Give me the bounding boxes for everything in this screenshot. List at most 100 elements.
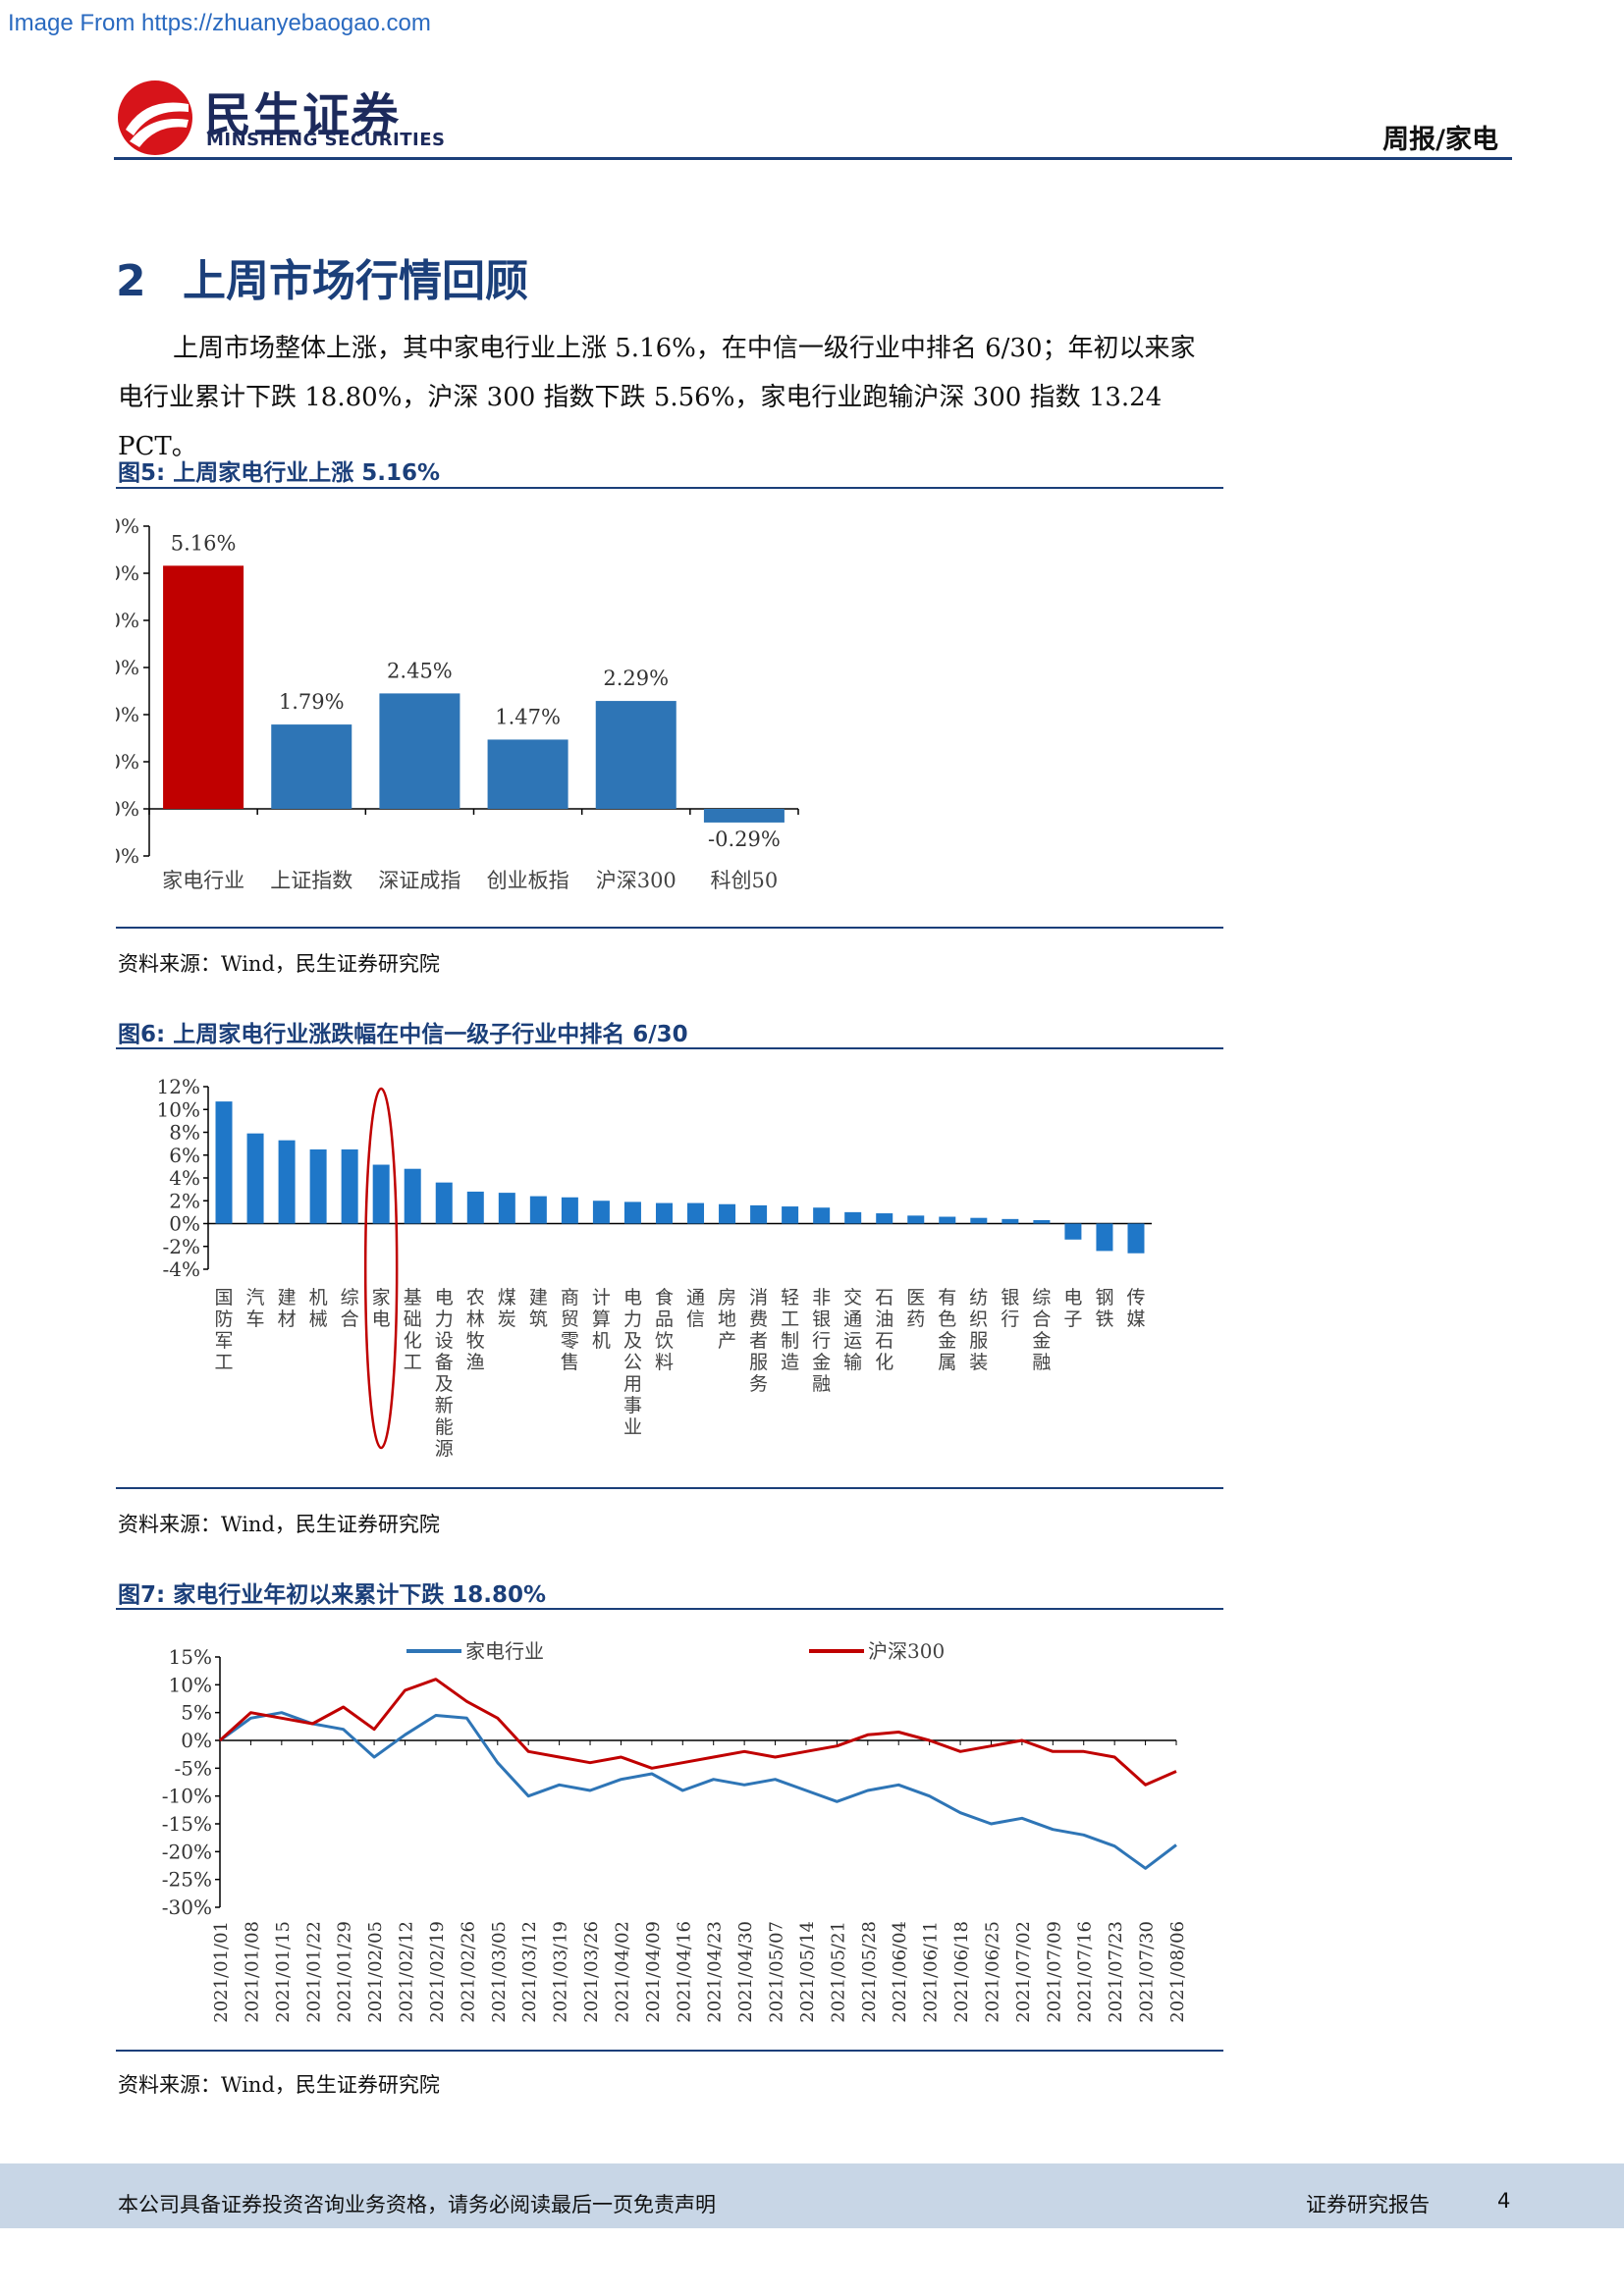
- category-label: 石油石化: [875, 1287, 893, 1373]
- x-tick-label: 2021/01/01: [211, 1921, 232, 2023]
- bar: [844, 1211, 862, 1224]
- y-tick-label: 6.0%: [116, 514, 139, 538]
- category-label: 基础化工: [404, 1287, 422, 1373]
- category-label: 传媒: [1126, 1287, 1145, 1330]
- category-label: 电力及公用事业: [623, 1287, 642, 1438]
- x-tick-label: 2021/01/08: [242, 1921, 262, 2023]
- category-label: 科创50: [711, 869, 779, 892]
- bar: [703, 809, 785, 823]
- x-tick-label: 2021/05/21: [828, 1921, 848, 2023]
- bar: [1033, 1220, 1051, 1224]
- value-label: 5.16%: [171, 531, 237, 555]
- category-label: 医药: [906, 1287, 925, 1330]
- brand-name-cn: 民生证券: [204, 88, 402, 143]
- category-label: 电子: [1063, 1287, 1082, 1330]
- category-label: 交通运输: [843, 1287, 862, 1373]
- x-tick-label: 2021/03/05: [489, 1921, 510, 2023]
- watermark-text: Image From https://zhuanyebaogao.com: [8, 10, 431, 36]
- x-tick-label: 2021/02/26: [458, 1921, 478, 2023]
- bar: [970, 1217, 988, 1224]
- category-label: 综合: [341, 1287, 359, 1330]
- y-tick-label: -20%: [162, 1840, 212, 1863]
- fig6-top-rule: [116, 1047, 1223, 1049]
- x-tick-label: 2021/02/05: [365, 1921, 386, 2023]
- minsheng-logo-icon: [118, 80, 192, 155]
- x-tick-label: 2021/07/02: [1013, 1921, 1034, 2023]
- fig7-source: 资料来源：Wind，民生证券研究院: [118, 2073, 440, 2097]
- bar: [215, 1101, 233, 1224]
- y-tick-label: 0.0%: [116, 797, 139, 821]
- category-label: 创业板指: [487, 869, 569, 892]
- value-label: 1.79%: [279, 690, 345, 714]
- category-label: 上证指数: [270, 869, 352, 892]
- category-label: 银行: [1001, 1287, 1019, 1330]
- fig5-title: 图5: 上周家电行业上涨 5.16%: [118, 460, 441, 486]
- paragraph-line-2: 电行业累计下跌 18.80%，沪深 300 指数下跌 5.56%，家电行业跑输沪…: [118, 383, 1163, 461]
- fig7-bottom-rule: [116, 2050, 1223, 2052]
- fig6-source: 资料来源：Wind，民生证券研究院: [118, 1513, 440, 1536]
- bar: [341, 1148, 358, 1224]
- category-label: 钢铁: [1095, 1287, 1113, 1330]
- x-tick-label: 2021/05/14: [797, 1921, 818, 2023]
- y-tick-label: 5.0%: [116, 561, 139, 585]
- x-tick-label: 2021/04/30: [735, 1921, 756, 2023]
- bar: [655, 1202, 673, 1224]
- category-label: 国防军工: [215, 1287, 234, 1373]
- y-tick-label: 12%: [157, 1075, 200, 1098]
- bar: [435, 1182, 453, 1224]
- section-title: 上周市场行情回顾: [182, 256, 528, 306]
- bar: [404, 1168, 421, 1224]
- bar: [1096, 1223, 1113, 1252]
- fig5-source: 资料来源：Wind，民生证券研究院: [118, 952, 440, 976]
- series-line: [219, 1711, 1177, 1870]
- bar: [813, 1207, 831, 1224]
- x-tick-label: 2021/04/02: [612, 1921, 632, 2023]
- category-label: 深证成指: [378, 869, 460, 892]
- category-label: 商贸零售: [561, 1287, 579, 1373]
- section-number: 2: [116, 256, 146, 306]
- value-label: -0.29%: [708, 828, 781, 851]
- category-label: 沪深300: [596, 869, 677, 892]
- category-label: 食品饮料: [655, 1287, 674, 1373]
- page-number: 4: [1497, 2189, 1511, 2213]
- category-label: 农林牧渔: [466, 1287, 485, 1373]
- bar: [163, 565, 244, 809]
- fig6-bottom-rule: [116, 1487, 1223, 1489]
- bar: [498, 1193, 515, 1224]
- y-tick-label: -30%: [162, 1896, 212, 1919]
- y-tick-label: 2.0%: [116, 703, 139, 726]
- category-label: 非银行金融: [812, 1287, 831, 1395]
- bar: [1001, 1218, 1019, 1224]
- x-tick-label: 2021/01/15: [273, 1921, 294, 2023]
- y-tick-label: -1.0%: [116, 844, 139, 868]
- bar: [379, 693, 460, 809]
- y-tick-label: 10%: [169, 1673, 212, 1696]
- value-label: 2.29%: [603, 667, 669, 690]
- section-heading: 2 上周市场行情回顾: [116, 245, 528, 308]
- category-label: 计算机: [592, 1287, 611, 1352]
- category-label: 通信: [686, 1287, 705, 1330]
- x-tick-label: 2021/07/30: [1137, 1921, 1158, 2023]
- bar: [1127, 1223, 1145, 1254]
- x-tick-label: 2021/06/18: [951, 1921, 972, 2023]
- fig6-bar-chart: -4%-2%0%2%4%6%8%10%12% 国防军工汽车建材机械综合家电基础化工…: [157, 1075, 1152, 1460]
- footer-disclaimer: 本公司具备证券投资咨询业务资格，请务必阅读最后一页免责声明: [118, 2193, 716, 2216]
- value-label: 2.45%: [387, 659, 453, 682]
- fig7-line-chart: -30% -25% -20% -15% -10% -5% 0% 5% 10% 15% 2021/01…: [162, 1639, 1188, 2023]
- x-tick-label: 2021/07/09: [1044, 1921, 1064, 2023]
- bar: [309, 1148, 327, 1224]
- bar: [595, 701, 677, 809]
- category-label: 建筑: [529, 1287, 548, 1330]
- x-tick-label: 2021/04/16: [674, 1921, 694, 2023]
- bar: [750, 1204, 768, 1224]
- y-tick-label: -5%: [175, 1756, 213, 1780]
- bar: [623, 1201, 641, 1224]
- y-tick-label: 3.0%: [116, 656, 139, 679]
- x-tick-label: 2021/07/23: [1106, 1921, 1126, 2023]
- fig5-bar-chart: -1.0% 0.0% 1.0% 2.0% 3.0% 4.0% 5.0% 6.0% 5.16% 家电…: [116, 514, 799, 892]
- y-tick-label: -25%: [162, 1868, 212, 1892]
- bar: [561, 1197, 578, 1224]
- legend-label: 沪深300: [868, 1639, 945, 1663]
- x-tick-label: 2021/06/25: [982, 1921, 1002, 2023]
- x-tick-label: 2021/02/19: [427, 1921, 448, 2023]
